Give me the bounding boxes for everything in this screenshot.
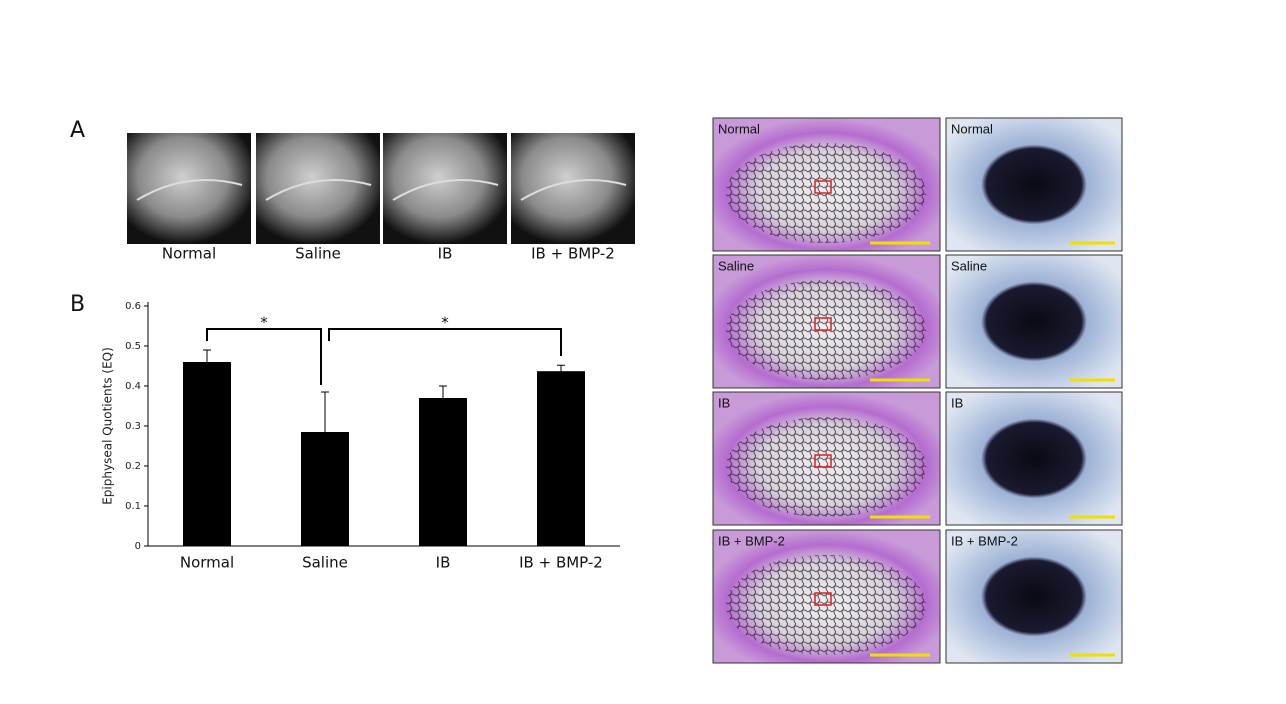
error-bar bbox=[321, 391, 329, 432]
x-tick-label: Normal bbox=[180, 554, 234, 572]
y-tick-label: 0.4 bbox=[125, 381, 141, 392]
xray-contour bbox=[392, 179, 499, 201]
error-bar bbox=[203, 349, 211, 362]
histology-right bbox=[945, 117, 1123, 252]
xray-image bbox=[256, 133, 380, 244]
xray-image bbox=[511, 133, 635, 244]
histology-label: IB bbox=[718, 395, 730, 410]
histology-label: IB + BMP-2 bbox=[951, 533, 1018, 548]
sig-bracket bbox=[328, 328, 562, 356]
panel-label: A bbox=[70, 118, 85, 143]
roi-box bbox=[814, 454, 832, 468]
xray-contour bbox=[520, 179, 627, 201]
xray-caption: IB + BMP-2 bbox=[531, 245, 615, 263]
histology-right bbox=[945, 254, 1123, 389]
sig-star: * bbox=[441, 314, 449, 332]
y-tick-label: 0.5 bbox=[125, 341, 141, 352]
xray-contour bbox=[265, 179, 372, 201]
xray-image bbox=[127, 133, 251, 244]
histology-label: IB + BMP-2 bbox=[718, 533, 785, 548]
histology-label: Saline bbox=[951, 258, 987, 273]
error-bar bbox=[439, 385, 447, 398]
error-bar bbox=[557, 364, 565, 372]
roi-box bbox=[814, 592, 832, 606]
y-axis-label: Epiphyseal Quotients (EQ) bbox=[101, 347, 115, 505]
x-tick-label: IB bbox=[436, 554, 451, 572]
roi-box bbox=[814, 180, 832, 194]
y-tick-label: 0.6 bbox=[125, 301, 141, 312]
bar bbox=[537, 371, 585, 546]
panel-label: B bbox=[70, 292, 85, 317]
y-tick-label: 0.2 bbox=[125, 461, 141, 472]
y-tick-label: 0.3 bbox=[125, 421, 141, 432]
sig-bracket bbox=[206, 328, 322, 385]
bar bbox=[183, 362, 231, 546]
xray-caption: IB bbox=[438, 245, 453, 263]
x-tick-label: IB + BMP-2 bbox=[519, 554, 603, 572]
bar bbox=[419, 398, 467, 546]
bar bbox=[301, 432, 349, 546]
xray-image bbox=[383, 133, 507, 244]
histology-right bbox=[945, 391, 1123, 526]
x-tick-label: Saline bbox=[302, 554, 348, 572]
histology-label: Normal bbox=[951, 121, 993, 136]
sig-star: * bbox=[260, 314, 268, 332]
histology-label: Saline bbox=[718, 258, 754, 273]
y-tick-label: 0.1 bbox=[125, 501, 141, 512]
histology-label: Normal bbox=[718, 121, 760, 136]
histology-right bbox=[945, 529, 1123, 664]
xray-contour bbox=[136, 179, 243, 201]
xray-caption: Normal bbox=[162, 245, 216, 263]
histology-label: IB bbox=[951, 395, 963, 410]
roi-box bbox=[814, 317, 832, 331]
y-tick-label: 0 bbox=[135, 541, 141, 552]
xray-caption: Saline bbox=[295, 245, 341, 263]
